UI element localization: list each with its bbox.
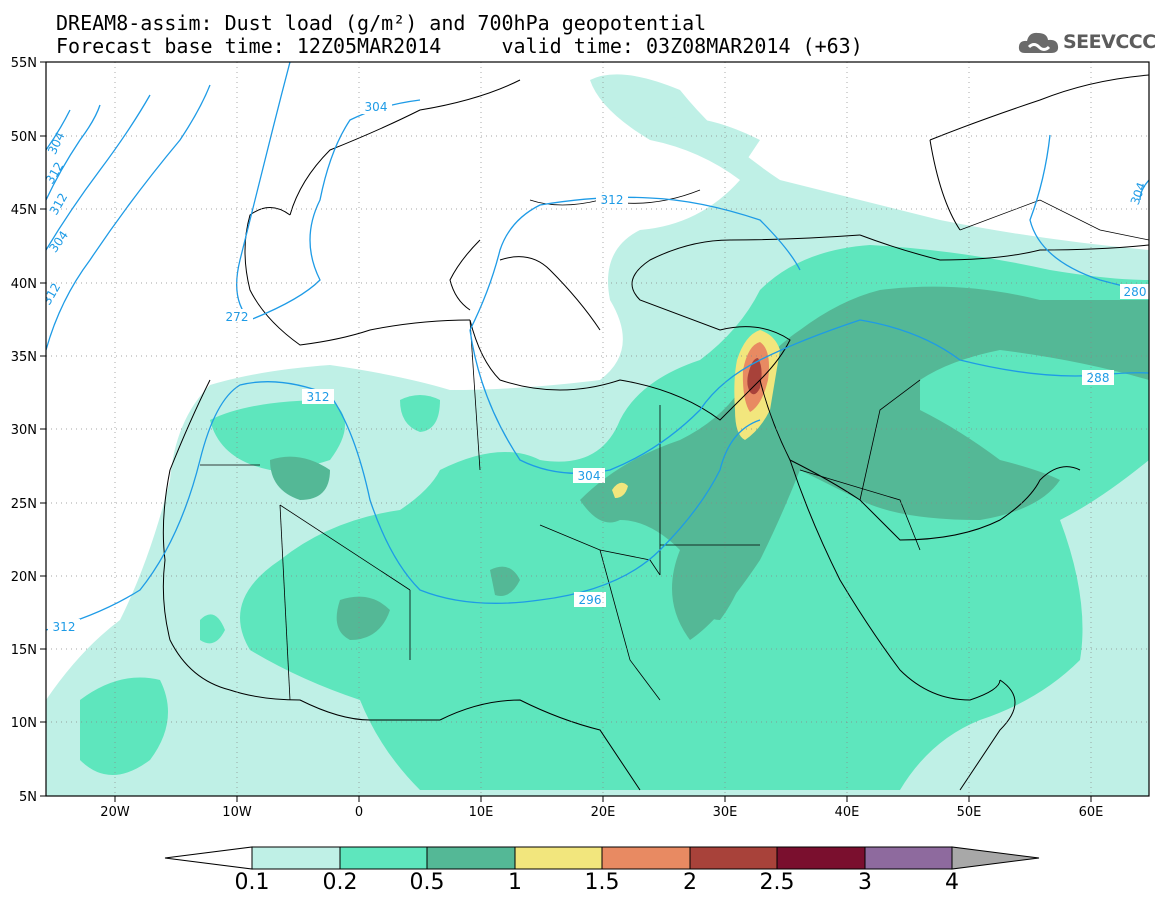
contour-label: 304 bbox=[365, 100, 388, 114]
logo-text: SEEVCCC bbox=[1063, 31, 1156, 53]
geopotential-contours bbox=[46, 62, 1149, 631]
colorbar-segment bbox=[426, 846, 516, 870]
colorbar-segment bbox=[339, 846, 428, 870]
lat-tick: 15N bbox=[11, 643, 37, 658]
colorbar-label: 1 bbox=[508, 870, 522, 895]
lon-tick: 50E bbox=[957, 805, 982, 820]
lon-tick: 10W bbox=[222, 805, 252, 820]
colorbar-label: 1.5 bbox=[584, 870, 620, 895]
colorbar-label: 0.1 bbox=[234, 870, 270, 895]
colorbar-label: 0.5 bbox=[409, 870, 445, 895]
map-title: DREAM8-assim: Dust load (g/m²) and 700hP… bbox=[56, 11, 707, 35]
lat-tick: 35N bbox=[11, 350, 37, 365]
lon-tick: 30E bbox=[713, 805, 738, 820]
forecast-time-line: Forecast base time: 12Z05MAR2014 valid t… bbox=[56, 34, 863, 58]
lat-tick: 50N bbox=[11, 130, 37, 145]
dust-level-red bbox=[747, 358, 762, 395]
colorbar-under-arrow bbox=[164, 846, 253, 870]
seevccc-logo: SEEVCCC bbox=[1017, 27, 1157, 59]
lon-tick: 20E bbox=[591, 805, 616, 820]
colorbar-segment bbox=[689, 846, 778, 870]
dust-level-high bbox=[270, 286, 1149, 640]
lon-tick: 0 bbox=[355, 805, 363, 820]
cloud-icon bbox=[1018, 32, 1059, 53]
lon-tick: 60E bbox=[1079, 805, 1104, 820]
tick-marks bbox=[40, 61, 1092, 802]
lat-tick-labels: 55N 50N 45N 40N 35N 30N 25N 20N 15N 10N … bbox=[11, 56, 37, 805]
lat-tick: 40N bbox=[11, 277, 37, 292]
lon-tick: 10E bbox=[469, 805, 494, 820]
colorbar-label: 0.2 bbox=[322, 870, 358, 895]
lat-tick: 20N bbox=[11, 570, 37, 585]
lat-tick: 55N bbox=[11, 56, 37, 71]
colorbar-segment bbox=[601, 846, 691, 870]
contour-label: 312 bbox=[601, 193, 624, 207]
colorbar-segment bbox=[514, 846, 603, 870]
colorbar-segment bbox=[864, 846, 953, 870]
colorbar-label: 3 bbox=[858, 870, 872, 895]
lat-tick: 45N bbox=[11, 203, 37, 218]
colorbar-segment bbox=[251, 846, 341, 870]
contour-label: 280 bbox=[1124, 285, 1147, 299]
coastlines bbox=[162, 74, 1149, 791]
contour-label: 288 bbox=[1087, 371, 1110, 385]
colorbar-segment bbox=[776, 846, 866, 870]
lat-tick: 30N bbox=[11, 423, 37, 438]
lon-tick: 20W bbox=[100, 805, 130, 820]
lat-tick: 25N bbox=[11, 497, 37, 512]
contour-label: 312 bbox=[307, 390, 330, 404]
lat-tick: 10N bbox=[11, 716, 37, 731]
contour-label: 296 bbox=[579, 593, 602, 607]
contour-label: 312 bbox=[53, 620, 76, 634]
colorbar-label: 4 bbox=[945, 870, 959, 895]
lon-tick: 40E bbox=[835, 805, 860, 820]
lon-tick-labels: 20W 10W 0 10E 20E 30E 40E 50E 60E bbox=[100, 805, 1103, 820]
contour-label: 304 bbox=[578, 469, 601, 483]
colorbar bbox=[164, 846, 1040, 870]
colorbar-label: 2.5 bbox=[759, 870, 795, 895]
lat-tick: 5N bbox=[19, 790, 37, 805]
colorbar-over-arrow bbox=[951, 846, 1040, 870]
colorbar-label: 2 bbox=[683, 870, 697, 895]
dust-level-yellow-spot bbox=[612, 482, 628, 498]
